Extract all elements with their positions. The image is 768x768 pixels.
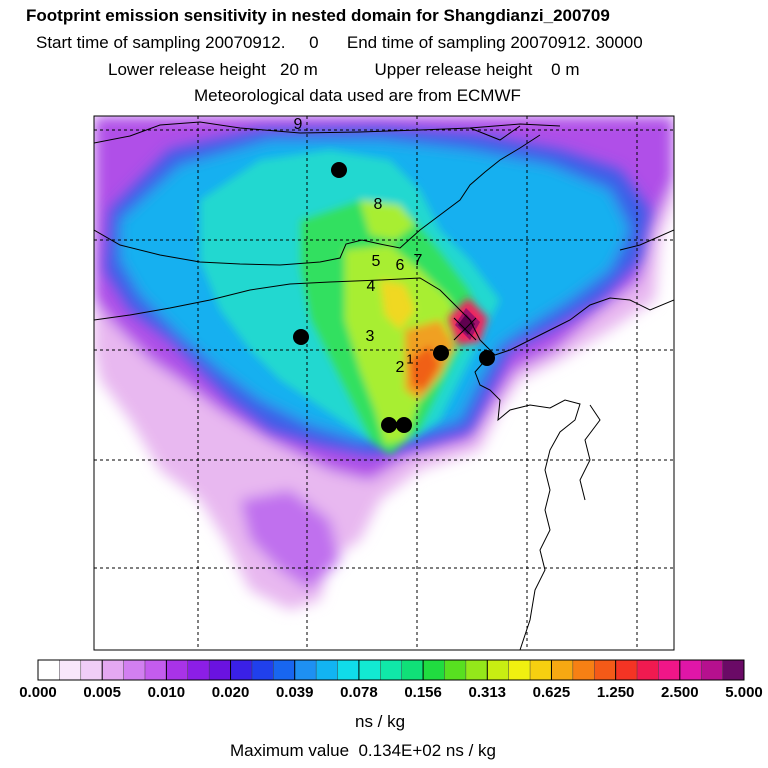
colorbar-cell bbox=[80, 660, 103, 680]
colorbar-tick-label: 5.000 bbox=[725, 684, 763, 701]
trajectory-label: 6 bbox=[396, 257, 405, 274]
lat-lon-grid bbox=[94, 116, 674, 650]
colorbar-cell bbox=[465, 660, 488, 680]
colorbar-tick-label: 0.000 bbox=[19, 684, 57, 701]
colorbar-tick-label: 0.156 bbox=[404, 684, 442, 701]
trajectory-label: 8 bbox=[374, 196, 383, 213]
colorbar-cell bbox=[123, 660, 146, 680]
colorbar-tick-label: 1.250 bbox=[597, 684, 635, 701]
colorbar-tick-label: 0.625 bbox=[533, 684, 571, 701]
coastline bbox=[94, 121, 674, 650]
receptor-dot bbox=[433, 345, 449, 361]
release-height-line: Lower release height 20 m Upper release … bbox=[108, 60, 580, 79]
maximum-value: Maximum value 0.134E+02 ns / kg bbox=[230, 741, 496, 760]
colorbar-cell bbox=[230, 660, 253, 680]
colorbar-cell bbox=[679, 660, 702, 680]
colorbar-cell bbox=[637, 660, 659, 680]
trajectory-label: 1 bbox=[406, 351, 413, 366]
colorbar-cell bbox=[251, 660, 274, 680]
colorbar-cell bbox=[358, 660, 381, 680]
colorbar-tick-label: 2.500 bbox=[661, 684, 699, 701]
colorbar-cell bbox=[658, 660, 681, 680]
colorbar-cell bbox=[551, 660, 574, 680]
trajectory-label: 7 bbox=[414, 252, 423, 269]
colorbar-cell bbox=[273, 660, 296, 680]
trajectory-label: 5 bbox=[372, 253, 381, 270]
colorbar-cell bbox=[59, 660, 82, 680]
colorbar-tick-label: 0.020 bbox=[212, 684, 250, 701]
map-frame bbox=[93, 115, 675, 651]
colorbar-frame bbox=[37, 659, 745, 681]
colorbar-cell bbox=[294, 660, 317, 680]
colorbar-cell bbox=[423, 660, 445, 680]
colorbar-cell bbox=[337, 660, 360, 680]
colorbar-cell bbox=[380, 660, 403, 680]
colorbar-cell bbox=[166, 660, 189, 680]
colorbar-tick-label: 0.010 bbox=[148, 684, 186, 701]
colorbar-cell bbox=[701, 660, 724, 680]
colorbar-cell bbox=[187, 660, 210, 680]
colorbar-cell bbox=[530, 660, 552, 680]
trajectory-labels: 9 8 5 6 7 4 3 21 bbox=[294, 116, 423, 376]
sampling-time-line: Start time of sampling 20070912. 0 End t… bbox=[36, 33, 643, 52]
colorbar-cell bbox=[401, 660, 424, 680]
receptor-dot bbox=[396, 417, 412, 433]
colorbar-cell bbox=[316, 660, 339, 680]
colorbar-cell bbox=[102, 660, 125, 680]
station-marker bbox=[453, 317, 477, 341]
chart-title: Footprint emission sensitivity in nested… bbox=[26, 6, 610, 25]
colorbar-cell bbox=[615, 660, 638, 680]
receptor-dot bbox=[331, 162, 347, 178]
receptor-dot bbox=[381, 417, 397, 433]
colorbar-tick-label: 0.313 bbox=[468, 684, 506, 701]
colorbar-cell bbox=[722, 660, 745, 680]
trajectory-label: 3 bbox=[366, 328, 375, 345]
sensitivity-field: 9 8 5 6 7 4 3 21 bbox=[94, 116, 674, 650]
met-data-line: Meteorological data used are from ECMWF bbox=[194, 86, 521, 105]
colorbar-tick-label: 0.005 bbox=[83, 684, 121, 701]
colorbar-cell bbox=[594, 660, 617, 680]
colorbar-cell bbox=[209, 660, 232, 680]
colorbar-tick-label: 0.078 bbox=[340, 684, 378, 701]
colorbar-cell bbox=[444, 660, 467, 680]
colorbar-cell bbox=[487, 660, 510, 680]
colorbar-cell bbox=[38, 660, 60, 680]
colorbar-cell bbox=[572, 660, 595, 680]
receptor-markers bbox=[293, 162, 495, 433]
trajectory-label: 9 bbox=[294, 116, 303, 133]
receptor-dot bbox=[479, 350, 495, 366]
colorbar-cell bbox=[508, 660, 531, 680]
receptor-dot bbox=[293, 329, 309, 345]
trajectory-label: 2 bbox=[396, 359, 405, 376]
colorbar-cell bbox=[144, 660, 167, 680]
trajectory-label: 4 bbox=[367, 278, 376, 295]
colorbar-tick-label: 0.039 bbox=[276, 684, 314, 701]
colorbar-unit: ns / kg bbox=[355, 712, 406, 731]
